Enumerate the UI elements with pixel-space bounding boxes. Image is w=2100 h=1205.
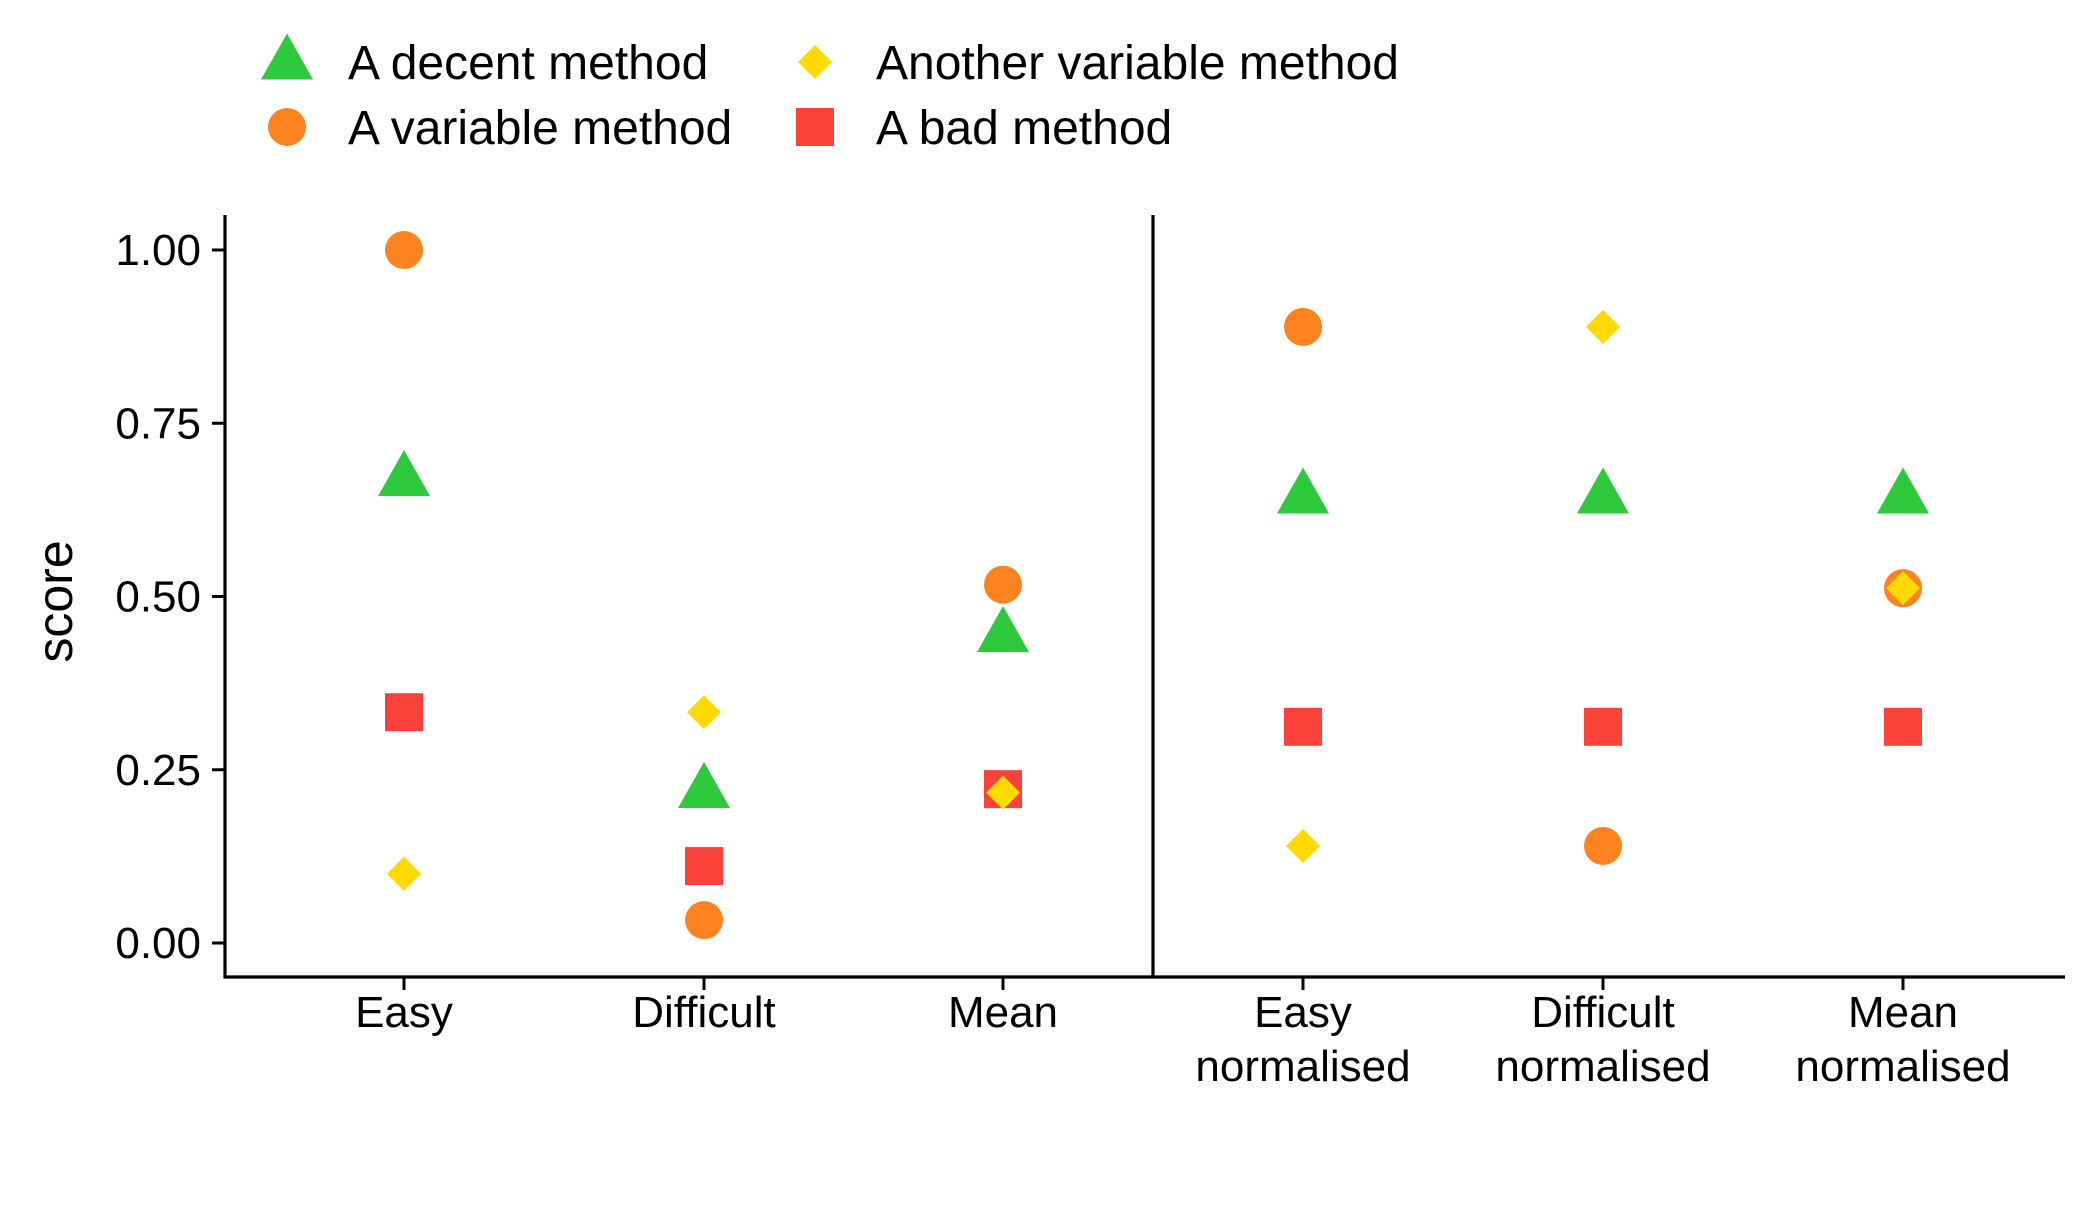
data-point <box>1577 467 1629 514</box>
axes: 0.00 0.25 0.50 0.75 1.00 score Easy Difficult Me… <box>27 215 2065 1091</box>
data-point <box>685 901 723 940</box>
legend-item-a-variable-method: A variable method <box>268 102 732 155</box>
legend: A decent method A variable method Another … <box>261 33 1399 155</box>
x-tick-label: Mean <box>948 988 1058 1037</box>
legend-marker <box>798 45 832 79</box>
series-another-variable-method <box>387 309 1920 891</box>
data-point <box>986 775 1020 810</box>
data-point <box>387 856 421 891</box>
legend-label: Another variable method <box>876 37 1399 90</box>
data-point <box>1586 309 1620 344</box>
data-point <box>385 693 423 732</box>
y-tick-label: 0.75 <box>115 399 201 448</box>
data-point <box>687 695 721 730</box>
legend-label: A bad method <box>876 102 1172 155</box>
x-tick-label: Easy <box>355 988 453 1037</box>
data-point <box>378 450 430 497</box>
series-a-decent-method <box>378 450 1929 809</box>
x-tick-label: Difficult <box>632 988 775 1037</box>
y-axis-title: score <box>27 540 83 662</box>
data-point <box>1286 828 1320 863</box>
y-tick-label: 1.00 <box>115 226 201 275</box>
x-tick-label: Easy normalised <box>1195 988 1410 1091</box>
data-point <box>385 231 423 269</box>
x-tick-label: Mean normalised <box>1795 988 2010 1091</box>
data-point <box>1284 707 1322 746</box>
data-point <box>1277 467 1329 514</box>
y-tick-label: 0.00 <box>115 919 201 968</box>
data-point <box>1886 571 1920 606</box>
y-tick-label: 0.50 <box>115 573 201 622</box>
legend-item-another-variable-method: Another variable method <box>798 37 1399 90</box>
data-point <box>1877 467 1929 514</box>
x-tick-label: Difficult normalised <box>1495 988 1710 1091</box>
data-point <box>1284 307 1322 346</box>
legend-marker <box>268 108 306 146</box>
data-point <box>685 847 723 886</box>
legend-item-a-decent-method: A decent method <box>261 33 708 90</box>
legend-item-a-bad-method: A bad method <box>796 102 1172 155</box>
y-tick-label: 0.25 <box>115 746 201 795</box>
data-point <box>678 762 730 809</box>
data-points <box>378 231 1929 940</box>
data-point <box>1584 707 1622 746</box>
data-point <box>1884 707 1922 746</box>
legend-marker <box>796 108 834 146</box>
data-point <box>984 565 1022 604</box>
data-point <box>977 606 1029 653</box>
series-a-variable-method <box>385 231 1922 940</box>
data-point <box>1584 826 1622 865</box>
legend-label: A decent method <box>348 37 708 90</box>
legend-marker <box>261 33 313 80</box>
legend-label: A variable method <box>348 102 732 155</box>
